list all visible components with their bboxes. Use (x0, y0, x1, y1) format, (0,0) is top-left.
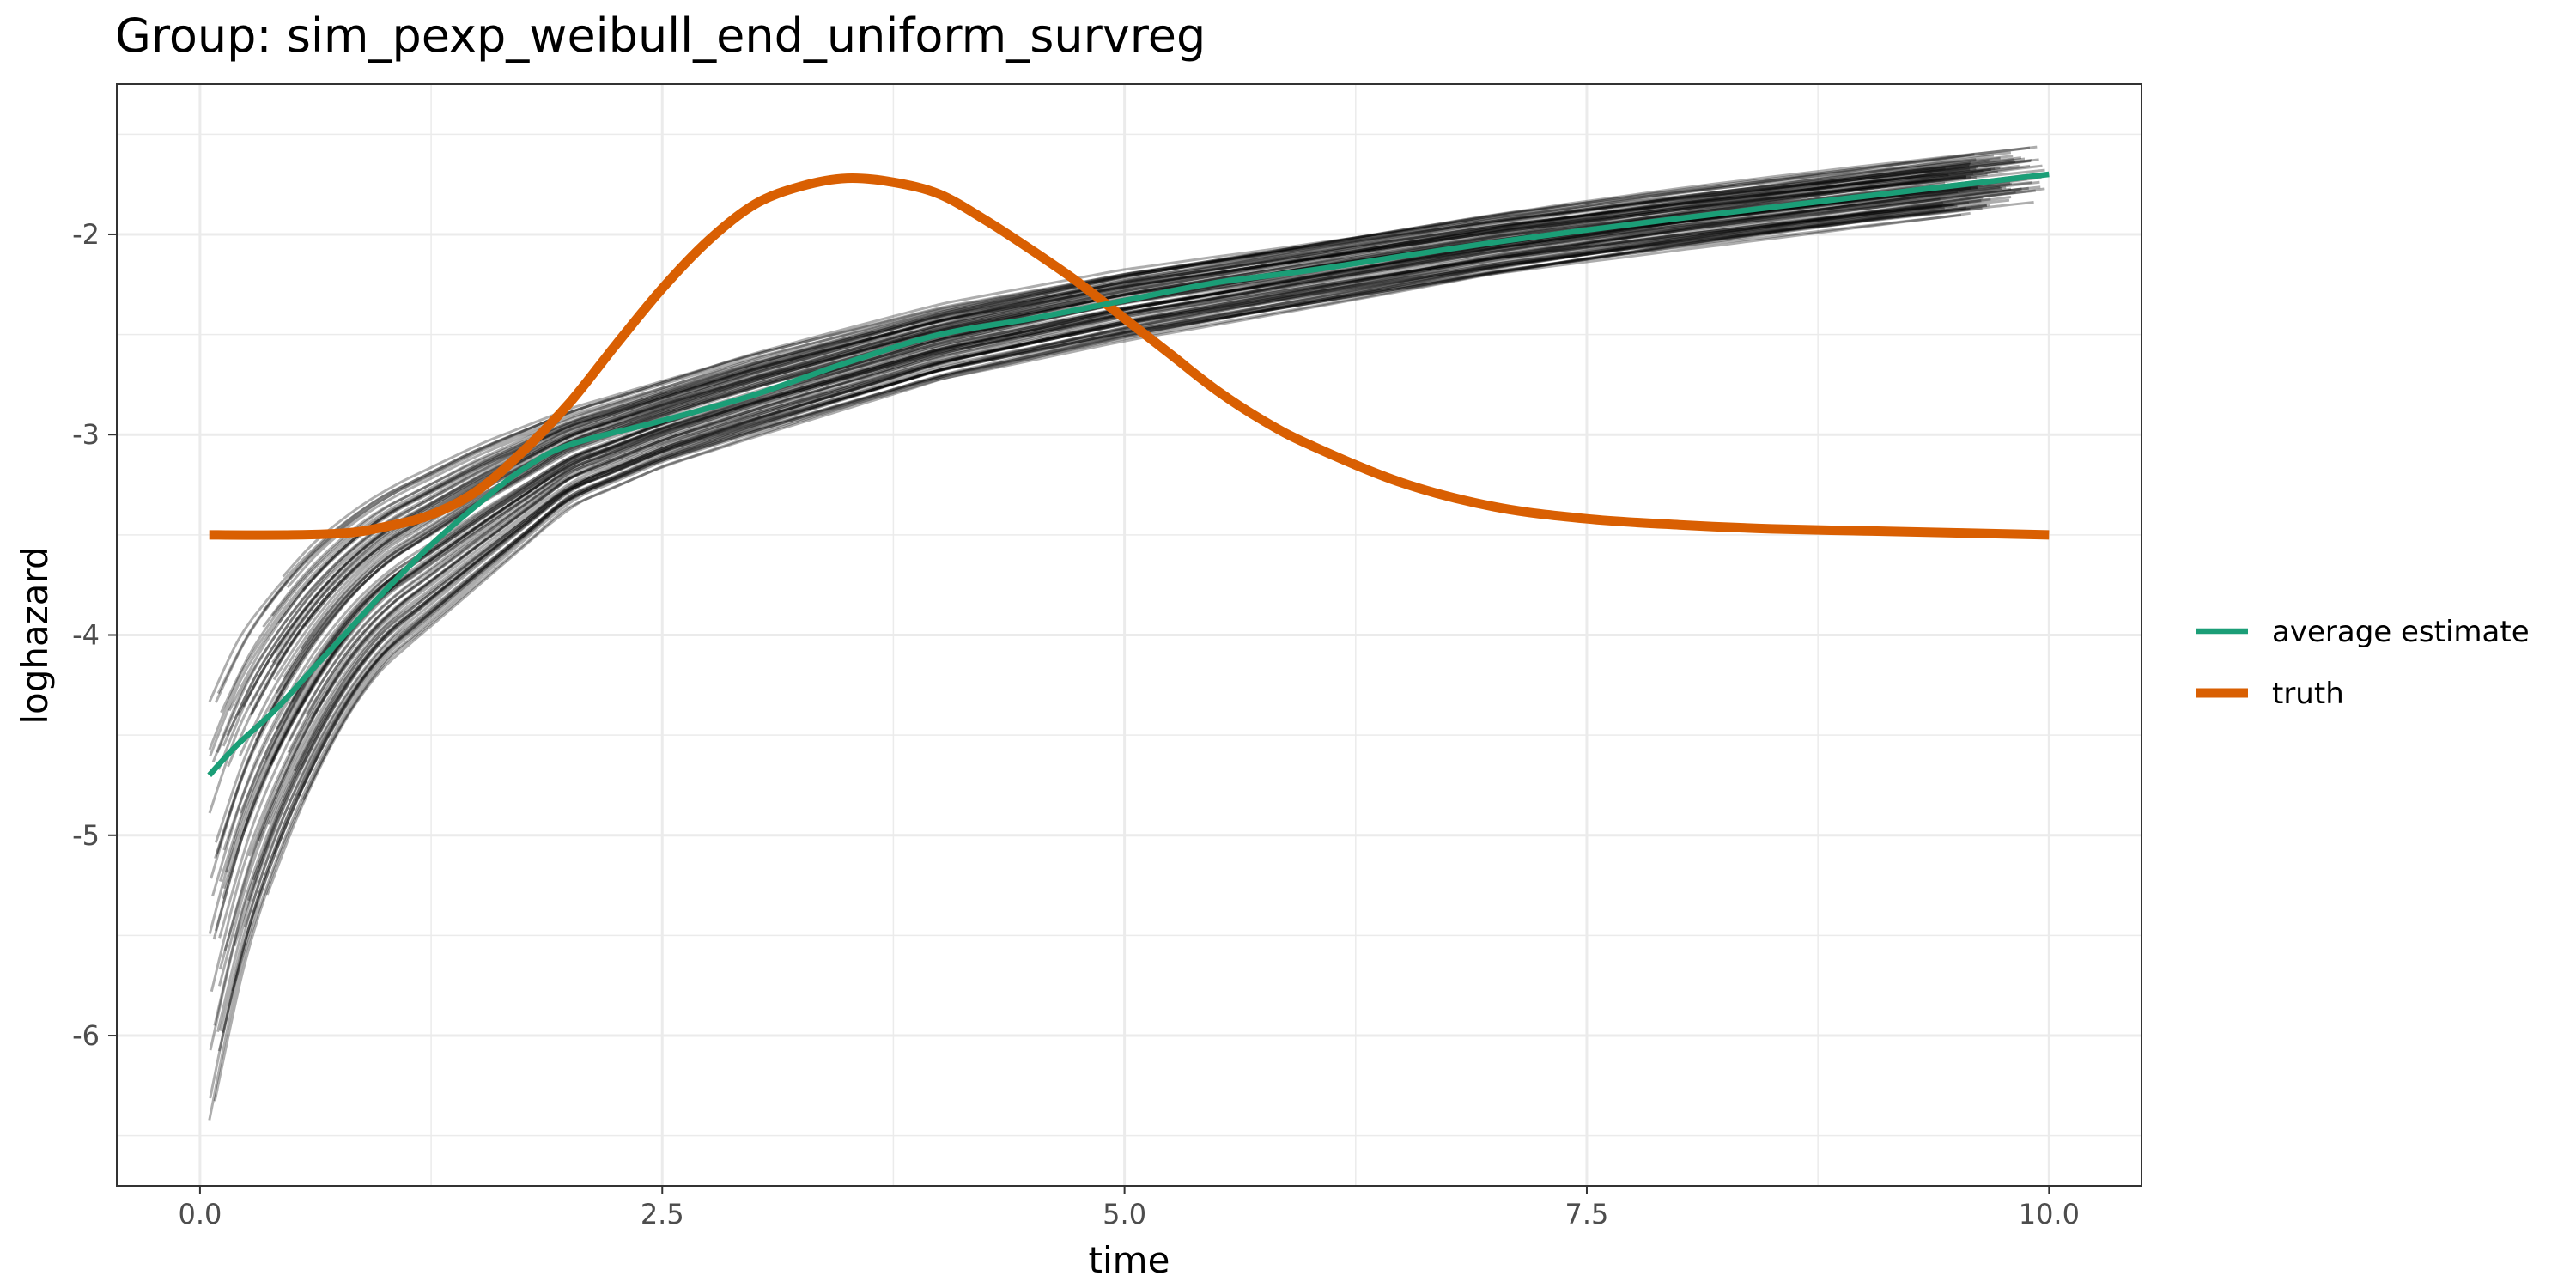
simulation-line (221, 185, 2001, 900)
y-tick-label: -2 (72, 218, 100, 251)
simulation-line (223, 185, 2041, 951)
simulation-line (221, 207, 1983, 1033)
simulation-line (250, 166, 2001, 716)
x-tick-label: 7.5 (1565, 1198, 1609, 1230)
y-axis: -6 -5 -4 -3 -2 (72, 218, 117, 1052)
simulation-line (305, 187, 2022, 716)
simulation-line (269, 177, 2028, 765)
simulation-line (228, 162, 1971, 712)
simulation-line (213, 214, 1962, 1102)
simulation-line (219, 199, 1982, 1031)
series-line-truth (209, 173, 2050, 540)
simulation-line (208, 153, 1975, 702)
simulation-line (222, 180, 2040, 890)
simulation-line (233, 201, 1970, 947)
simulation-line (212, 183, 1983, 940)
x-tick-label: 0.0 (178, 1198, 222, 1230)
simulation-line (220, 161, 1971, 714)
y-tick-label: -5 (72, 819, 100, 852)
chart-title: Group: sim_pexp_weibull_end_uniform_surv… (115, 9, 1206, 63)
simulation-line (216, 203, 1955, 1033)
simulation-line (293, 187, 2045, 772)
y-tick-label: -3 (72, 418, 100, 451)
series-line-average-estimate (207, 171, 2050, 778)
simulation-line (267, 196, 2012, 825)
x-tick-label: 2.5 (641, 1198, 684, 1230)
series-lines (207, 171, 2050, 778)
simulation-line (277, 159, 2032, 624)
y-tick-label: -6 (72, 1019, 100, 1052)
simulation-line (297, 204, 1958, 797)
simulation-line (249, 159, 2032, 706)
simulation-line (236, 166, 1978, 717)
simulation-line (272, 203, 1987, 855)
simulation-line (217, 167, 1946, 770)
simulation-line (216, 145, 2038, 695)
simulation-line (295, 186, 1972, 714)
simulation-line (262, 156, 2022, 629)
y-tick-label: -4 (72, 619, 100, 652)
simulation-line (213, 203, 1953, 1026)
simulation-line (301, 208, 1971, 801)
simulation-line (208, 204, 1990, 1121)
simulation-line (246, 198, 2010, 902)
simulation-line (286, 156, 2001, 588)
simulation-line (257, 197, 1941, 842)
simulation-line (304, 167, 1971, 627)
x-tick-label: 10.0 (2019, 1198, 2080, 1230)
simulation-line (271, 167, 1996, 664)
simulation-line (209, 201, 1944, 1051)
legend: average estimate truth (2196, 615, 2530, 711)
simulation-line (209, 207, 1945, 1099)
simulation-line (275, 167, 1991, 666)
simulation-line (209, 160, 2016, 757)
simulation-line (216, 159, 1990, 753)
simulation-line (210, 186, 2007, 993)
simulation-line (270, 187, 2002, 767)
simulation-line (208, 157, 2026, 750)
simulation-line (218, 191, 2016, 969)
simulation-line (252, 204, 1942, 881)
simulation-line (275, 158, 2039, 653)
legend-label: truth (2272, 677, 2344, 711)
simulation-line (282, 146, 2031, 578)
grid (117, 84, 2142, 1186)
simulation-line (301, 155, 2014, 592)
simulation-line (243, 182, 2013, 832)
simulation-line (243, 204, 1988, 928)
legend-label: average estimate (2272, 615, 2530, 649)
simulation-line (271, 154, 1995, 617)
simulation-line (231, 201, 2034, 992)
x-axis: 0.0 2.5 5.0 7.5 10.0 (178, 1186, 2080, 1230)
simulation-line (242, 164, 2020, 708)
simulation-line (288, 186, 1978, 742)
simulation-line (214, 180, 2033, 932)
y-axis-title: loghazard (14, 546, 56, 724)
simulation-line (227, 170, 1998, 768)
simulation-line (214, 158, 1977, 703)
x-axis-title: time (1089, 1239, 1170, 1281)
x-tick-label: 5.0 (1103, 1198, 1146, 1230)
simulation-line (217, 197, 1991, 987)
simulation-line (265, 211, 1971, 896)
simulation-line (217, 206, 1966, 1052)
simulation-line (310, 189, 2036, 720)
